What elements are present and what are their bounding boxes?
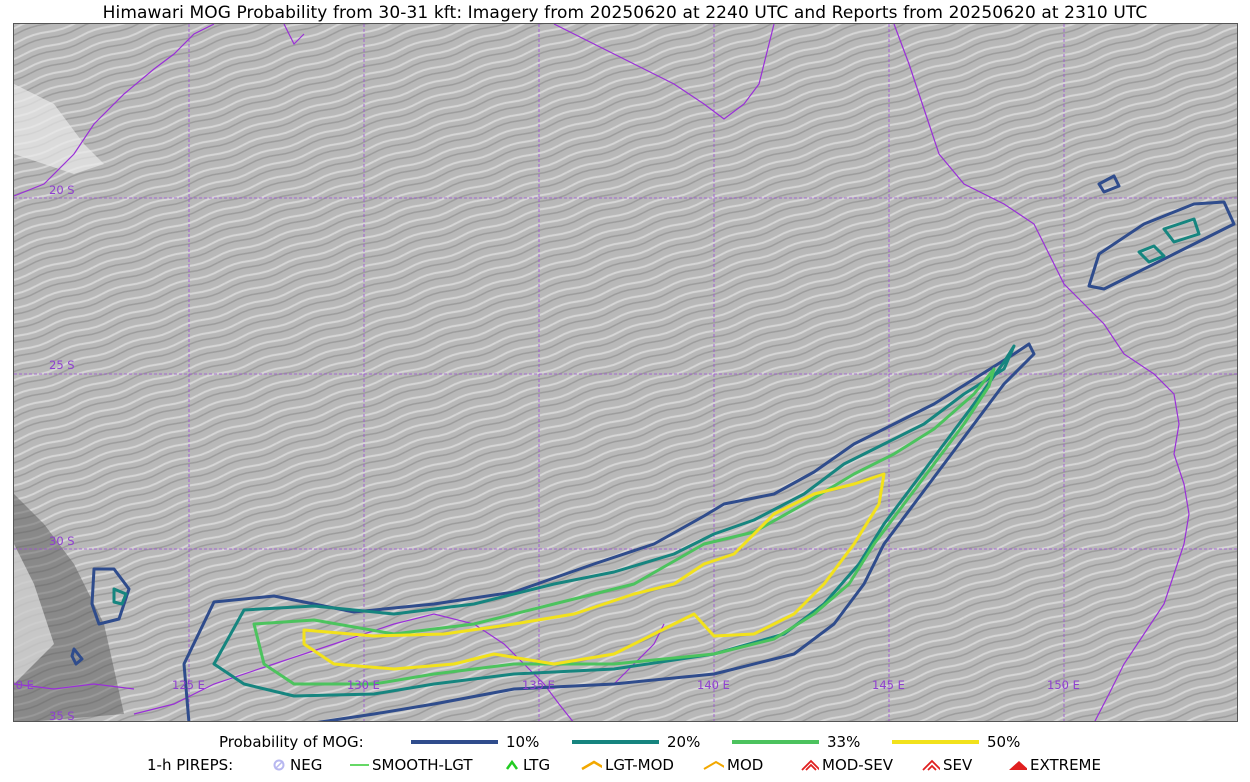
legend-item: MOD (700, 756, 763, 774)
legend-item: EXTREME (1003, 756, 1101, 774)
legend-label: LGT-MOD (605, 756, 674, 774)
legend-item: NEG (271, 756, 322, 774)
contour-10pct (90, 567, 131, 626)
line-swatch-icon (411, 740, 498, 744)
legend-item: 33% (732, 733, 860, 751)
mod-sev-icon (801, 759, 819, 771)
extreme-icon (1009, 761, 1027, 770)
contour-20pct (112, 587, 128, 606)
legend-label: SMOOTH-LGT (372, 756, 473, 774)
lon-label: 140 E (697, 678, 730, 692)
legend-item: MOD-SEV (797, 756, 893, 774)
contour-20pct (1137, 244, 1166, 264)
legend-label: MOD (727, 756, 764, 774)
lon-label: 130 E (347, 678, 380, 692)
contour-10pct (182, 342, 1036, 721)
legend-item: LGT-MOD (578, 756, 674, 774)
line-swatch-icon (572, 740, 659, 744)
mog-contours (70, 174, 1236, 721)
legend-label: 20% (667, 733, 701, 751)
cloud-texture (14, 84, 104, 174)
map-canvas (14, 24, 1237, 721)
legend-item: 20% (572, 733, 700, 751)
legend-label: 33% (827, 733, 861, 751)
legend-heading: 1-h PIREPS: (147, 756, 234, 774)
line-swatch-icon (732, 740, 819, 744)
contour-50pct (302, 472, 886, 671)
legend-label: LTG (523, 756, 551, 774)
contour-20pct (212, 344, 1016, 698)
chart-title: Himawari MOG Probability from 30-31 kft:… (102, 3, 1148, 23)
cloud-texture (14, 544, 54, 684)
lgt-mod-icon (581, 760, 602, 771)
mod-icon (703, 760, 724, 770)
legend-label: 10% (506, 733, 540, 751)
legend-item: 50% (892, 733, 1020, 751)
ltg-icon (505, 759, 519, 770)
legend-item: SEV (918, 756, 972, 774)
satellite-map: 20 S 25 S 30 S 35 S 120 E 125 E 130 E 13… (13, 23, 1238, 722)
lon-label: 135 E (522, 678, 555, 692)
smooth-lgt-icon (350, 764, 369, 766)
lon-label: 125 E (172, 678, 205, 692)
line-swatch-icon (892, 740, 979, 744)
lon-label: 150 E (1047, 678, 1080, 692)
legend-heading: Probability of MOG: (219, 733, 364, 751)
lat-lon-grid (14, 24, 1237, 721)
cloud-texture (14, 494, 124, 721)
legend-item: LTG (504, 756, 550, 774)
pireps-legend: 1-h PIREPS: NEG SMOOTH-LGT LTG LGT-MOD M… (0, 756, 1250, 778)
lat-label: 25 S (49, 358, 75, 372)
legend-label: SEV (943, 756, 973, 774)
satellite-imagery (14, 24, 1237, 721)
legend-label: EXTREME (1030, 756, 1101, 774)
lat-label: 30 S (49, 534, 75, 548)
lat-label: 20 S (49, 183, 75, 197)
legend-label: NEG (290, 756, 323, 774)
coastline (14, 24, 1190, 721)
neg-icon (273, 759, 285, 771)
lon-label: 120 E (14, 678, 34, 692)
probability-legend: Probability of MOG: 10% 20% 33% 50% (0, 733, 1250, 755)
sev-icon (922, 759, 940, 771)
contour-10pct (70, 647, 84, 666)
contour-10pct (1087, 200, 1236, 291)
legend-item: 10% (411, 733, 539, 751)
legend-label: 50% (987, 733, 1021, 751)
contour-33pct (252, 367, 996, 686)
lat-label: 35 S (49, 709, 75, 722)
lon-label: 145 E (872, 678, 905, 692)
contour-10pct (1097, 174, 1121, 194)
legend-item: SMOOTH-LGT (347, 756, 473, 774)
contour-20pct (1162, 217, 1201, 244)
legend-label: MOD-SEV (822, 756, 893, 774)
